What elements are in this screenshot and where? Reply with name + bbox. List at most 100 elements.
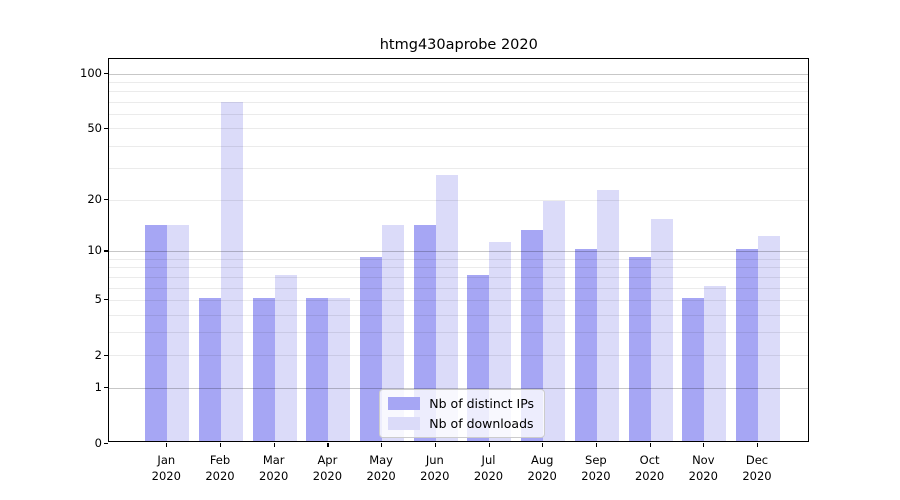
x-tick-label-aug: Aug: [530, 453, 554, 467]
y-tick-mark-20: [104, 198, 109, 200]
x-tick-year-oct: 2020: [634, 469, 665, 483]
x-tick-year-nov: 2020: [688, 469, 718, 483]
x-tick-mark-jul: [488, 442, 490, 447]
x-tick-label-jul: Jul: [481, 453, 496, 467]
x-tick-label-jan: Jan: [157, 453, 176, 467]
x-tick-mark-oct: [649, 442, 651, 447]
y-gridline-minor-70: [109, 101, 809, 103]
y-tick-label-5: 5: [94, 292, 102, 306]
x-tick-label-jun: Jun: [425, 453, 444, 467]
y-gridline-minor-60: [109, 114, 809, 116]
x-tick-mark-dec: [757, 442, 759, 447]
x-tick-mark-jun: [434, 442, 436, 447]
bar-nb-of-downloads-apr: [328, 297, 351, 442]
y-tick-mark-50: [104, 127, 109, 129]
x-tick-label-feb: Feb: [209, 453, 231, 467]
y-tick-label-100: 100: [80, 65, 102, 80]
x-tick-year-mar: 2020: [259, 469, 289, 483]
x-tick-label-sep: Sep: [585, 453, 607, 467]
bar-nb-of-distinct-ips-may: [360, 256, 383, 442]
y-gridline-minor-90: [109, 82, 809, 84]
x-tick-mark-feb: [220, 442, 222, 447]
x-tick-mark-jan: [166, 442, 168, 447]
y-gridline-minor-20: [109, 199, 809, 201]
y-tick-label-1: 1: [94, 380, 102, 394]
x-tick-label-dec: Dec: [745, 453, 769, 467]
x-tick-year-jan: 2020: [151, 469, 181, 483]
legend-swatch-nb-of-downloads: [388, 417, 421, 431]
legend: Nb of distinct IPs Nb of downloads: [379, 389, 546, 439]
y-tick-label-10: 10: [87, 243, 102, 258]
y-tick-mark-1: [104, 387, 109, 389]
bar-nb-of-downloads-jan: [167, 224, 190, 442]
y-tick-mark-10: [104, 250, 109, 252]
legend-label-nb-of-downloads: Nb of downloads: [429, 416, 534, 432]
bar-nb-of-downloads-nov: [704, 285, 727, 442]
bar-nb-of-distinct-ips-jan: [145, 224, 168, 442]
legend-row-nb-of-downloads: Nb of downloads: [388, 416, 534, 431]
bar-nb-of-distinct-ips-nov: [682, 297, 705, 442]
bar-nb-of-downloads-sep: [596, 190, 619, 442]
y-gridline-major-100: [109, 73, 809, 75]
bar-nb-of-downloads-mar: [274, 274, 297, 442]
bar-nb-of-downloads-oct: [650, 219, 673, 442]
y-tick-label-50: 50: [87, 120, 102, 135]
y-tick-mark-2: [104, 354, 109, 356]
y-gridline-minor-8: [109, 267, 809, 269]
y-gridline-minor-9: [109, 258, 809, 260]
x-tick-year-dec: 2020: [742, 469, 772, 483]
bar-nb-of-distinct-ips-dec: [735, 249, 758, 442]
bar-nb-of-downloads-aug: [543, 201, 566, 442]
x-tick-year-sep: 2020: [581, 469, 611, 483]
x-tick-label-mar: Mar: [262, 453, 285, 467]
bar-nb-of-distinct-ips-oct: [628, 256, 651, 442]
x-tick-label-nov: Nov: [692, 453, 715, 467]
x-tick-year-may: 2020: [366, 469, 396, 483]
x-tick-mark-apr: [327, 442, 329, 447]
bar-nb-of-downloads-dec: [757, 235, 780, 442]
y-tick-mark-0: [104, 442, 109, 444]
y-gridline-minor-80: [109, 91, 809, 93]
y-tick-label-2: 2: [94, 347, 102, 362]
x-tick-year-apr: 2020: [312, 469, 343, 483]
x-tick-year-jul: 2020: [473, 469, 504, 483]
bar-nb-of-distinct-ips-apr: [306, 297, 329, 442]
legend-row-nb-of-distinct-ips: Nb of distinct IPs: [388, 396, 534, 411]
chart-title: htmg430aprobe 2020: [379, 37, 538, 53]
y-gridline-minor-5: [109, 299, 809, 301]
plot-area: Nb of distinct IPs Nb of downloads: [108, 58, 810, 443]
x-tick-label-oct: Oct: [639, 453, 660, 467]
y-gridline-minor-7: [109, 276, 809, 278]
x-tick-mark-sep: [595, 442, 598, 447]
x-tick-mark-aug: [542, 442, 544, 447]
y-gridline-major-1: [109, 387, 809, 389]
x-tick-mark-may: [381, 442, 383, 447]
y-gridline-minor-30: [109, 168, 809, 170]
x-tick-label-may: May: [369, 453, 393, 467]
bar-nb-of-distinct-ips-sep: [574, 249, 597, 442]
bar-nb-of-distinct-ips-aug: [521, 230, 544, 442]
bar-nb-of-downloads-may: [382, 224, 405, 442]
y-gridline-minor-2: [109, 355, 809, 357]
x-tick-year-aug: 2020: [527, 469, 557, 483]
y-gridline-minor-40: [109, 145, 809, 147]
y-tick-mark-5: [104, 299, 109, 301]
bar-nb-of-distinct-ips-feb: [198, 297, 221, 442]
x-tick-mark-nov: [703, 442, 705, 447]
y-tick-label-20: 20: [87, 191, 102, 206]
y-tick-label-0: 0: [94, 435, 102, 450]
y-gridline-minor-3: [109, 332, 809, 334]
y-gridline-minor-4: [109, 314, 809, 316]
x-tick-year-jun: 2020: [420, 469, 450, 483]
x-tick-label-apr: Apr: [317, 453, 338, 467]
bar-nb-of-distinct-ips-jun: [413, 224, 436, 442]
x-tick-year-feb: 2020: [205, 469, 235, 483]
legend-swatch-nb-of-distinct-ips: [388, 397, 421, 411]
legend-label-nb-of-distinct-ips: Nb of distinct IPs: [429, 396, 535, 412]
y-gridline-major-10: [109, 251, 809, 253]
y-tick-mark-100: [104, 72, 109, 74]
x-tick-mark-mar: [273, 442, 275, 447]
bar-nb-of-downloads-feb: [220, 102, 243, 442]
y-gridline-minor-6: [109, 287, 809, 289]
